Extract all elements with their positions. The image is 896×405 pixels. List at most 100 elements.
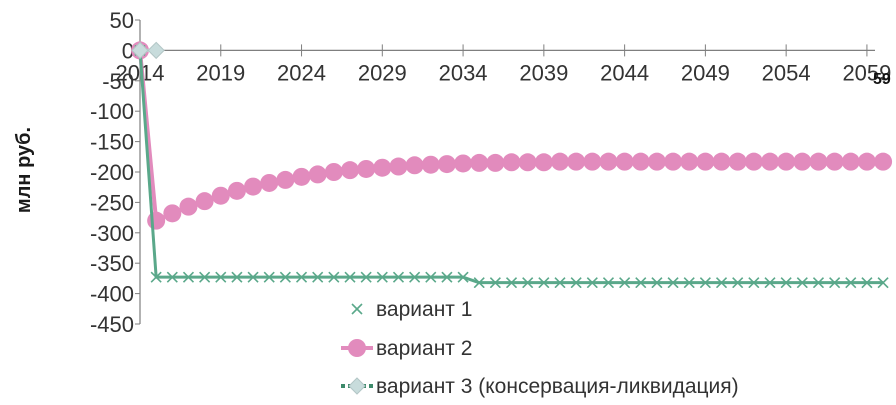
series-1-point: [570, 277, 582, 289]
x-tick-label: 2044: [600, 60, 649, 85]
series-1-point: [376, 271, 388, 283]
x-tick-label: 2024: [277, 60, 326, 85]
series-1-point: [489, 277, 501, 289]
series-1-point: [715, 277, 728, 289]
series-2-point: [744, 152, 763, 171]
series-2-point: [696, 152, 715, 171]
series-3-point: [131, 41, 149, 60]
series-1-point: [312, 271, 324, 283]
series-1-point: [295, 271, 308, 283]
series-2-point: [534, 153, 553, 172]
series-1-point: [651, 277, 663, 289]
series-2-point: [227, 181, 246, 200]
series-2-point: [389, 157, 408, 176]
y-tick-label: -50: [102, 69, 134, 94]
x-tick-label: 2019: [196, 60, 245, 85]
legend-label: вариант 3 (консервация-ликвидация): [376, 375, 739, 398]
x-tick-label: 2054: [762, 60, 811, 85]
series-1-point: [732, 277, 744, 289]
series-2-point: [809, 152, 828, 171]
series-1-point: [635, 277, 647, 289]
series-1-point: [263, 271, 275, 283]
series-2-point: [486, 153, 505, 172]
y-tick-label: 50: [110, 8, 134, 33]
series-2-point: [276, 170, 295, 189]
series-1-point: [441, 271, 453, 283]
series-1-point: [699, 277, 711, 289]
series-1-point: [360, 271, 372, 283]
series-1-point: [619, 277, 631, 289]
series-2-point: [631, 152, 650, 171]
series-1-point: [247, 271, 259, 283]
series-layer: [131, 41, 893, 289]
x-tick-label: 2059: [842, 60, 891, 85]
series-2-point: [292, 167, 311, 186]
series-1-point: [683, 277, 695, 289]
legend-label: вариант 2: [376, 337, 472, 360]
series-2-point: [147, 211, 166, 230]
series-2-point: [728, 152, 747, 171]
y-tick-label: -450: [90, 312, 134, 337]
series-2-point: [599, 152, 618, 171]
series-1-point: [392, 271, 405, 283]
series-1-point: [845, 277, 857, 289]
y-tick-label: -150: [90, 130, 134, 155]
legend-box: [338, 288, 838, 405]
series-3-point: [147, 41, 165, 60]
series-1-point: [829, 277, 841, 289]
series-1-point: [796, 277, 808, 289]
series-2-point: [857, 152, 876, 171]
series-1-point: [812, 277, 825, 289]
y-tick-label: -100: [90, 99, 134, 124]
series-2-point: [357, 159, 376, 178]
series-2-point: [615, 152, 634, 171]
series-2-point: [793, 152, 812, 171]
legend-marker-diamond: [348, 377, 366, 395]
series-2: [131, 41, 893, 230]
y-tick-label: -250: [90, 190, 134, 215]
series-2-point: [437, 155, 456, 174]
series-2-point: [421, 155, 440, 174]
series-2-point: [841, 152, 860, 171]
series-1-point: [279, 271, 291, 283]
series-1-point: [764, 277, 776, 289]
series-1-point: [861, 277, 873, 289]
series-1-point: [586, 277, 598, 289]
legend-marker-x: [351, 303, 363, 315]
series-1-point: [182, 271, 195, 283]
series-1-point: [231, 271, 243, 283]
legend-item-1: вариант 1: [351, 298, 472, 321]
legend: вариант 1 вариант 2 вариант 3 (консервация…: [338, 288, 838, 405]
series-2-point: [518, 153, 537, 172]
series-2-point: [664, 152, 683, 171]
series-1-point: [473, 277, 485, 289]
y-tick-label: -350: [90, 251, 134, 276]
series-2-point: [195, 192, 214, 211]
series-3: [131, 41, 165, 60]
y-tick-label: -400: [90, 282, 134, 307]
series-1-point: [522, 277, 534, 289]
series-2-point: [551, 152, 569, 171]
series-1-point: [667, 277, 679, 289]
series-1-point: [344, 271, 356, 283]
series-2-point: [341, 161, 359, 180]
legend-marker-circle: [348, 339, 366, 357]
series-1-point: [166, 271, 178, 283]
series-1-point: [554, 277, 566, 289]
series-2-point: [405, 156, 424, 175]
series-1-point: [505, 277, 518, 289]
series-2-point: [567, 152, 586, 171]
series-1: [134, 44, 889, 289]
series-1-point: [199, 271, 211, 283]
series-2-point: [761, 152, 779, 171]
series-2-point: [470, 153, 489, 172]
x-tick-label: 2039: [519, 60, 568, 85]
series-2-point: [324, 163, 343, 181]
series-1-point: [409, 271, 421, 283]
series-1-point: [150, 271, 162, 283]
series-2-point: [777, 152, 796, 171]
series-2-point: [373, 158, 392, 177]
y-tick-label: -300: [90, 221, 134, 246]
series-1-point: [780, 277, 792, 289]
series-2-point: [244, 177, 263, 196]
